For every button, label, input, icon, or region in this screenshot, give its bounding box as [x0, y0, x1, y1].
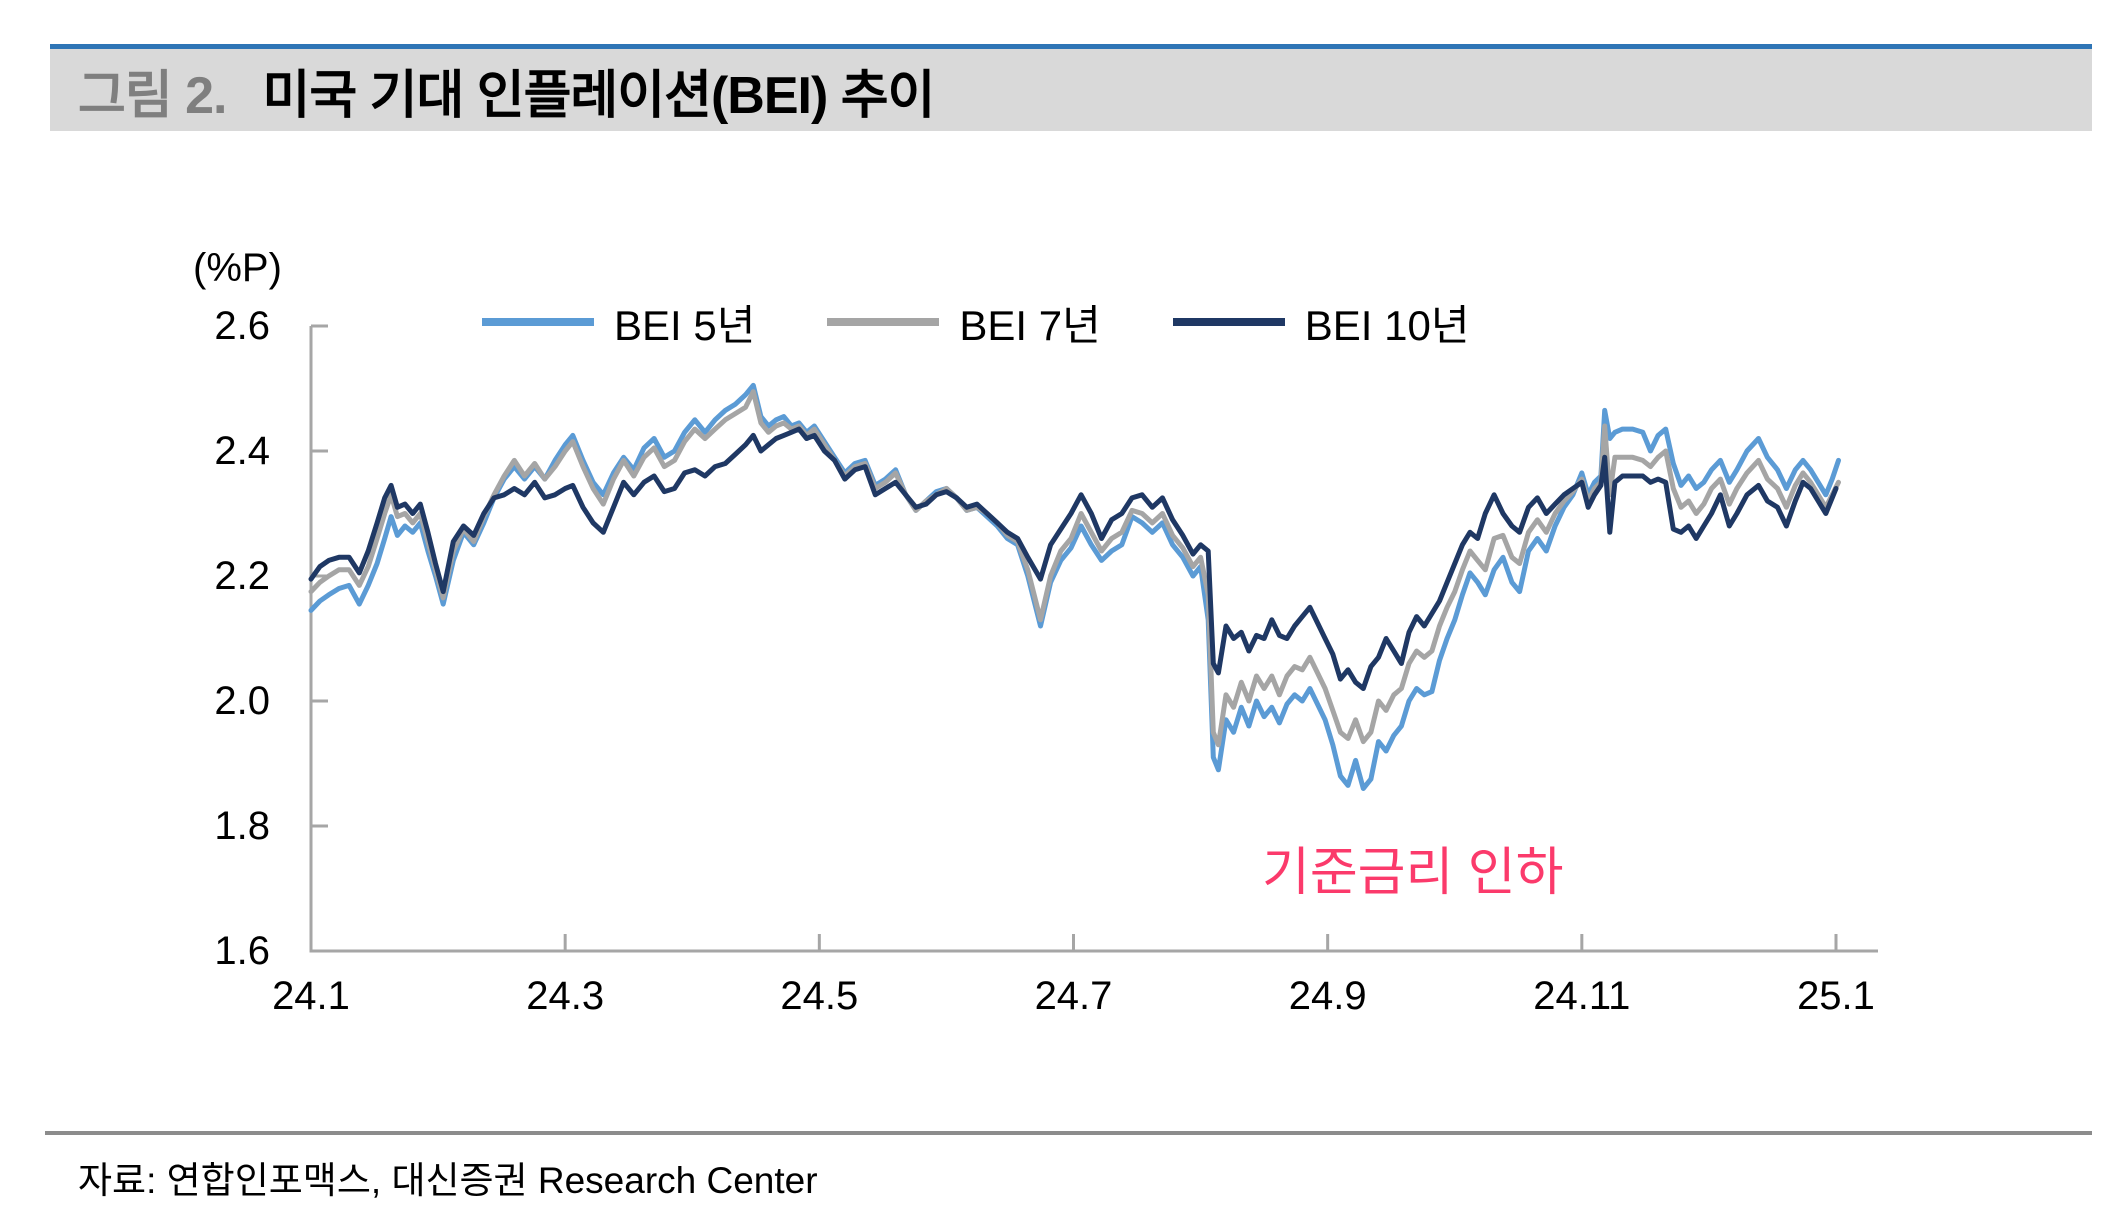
legend-item-3: BEI 10년: [1172, 292, 1470, 353]
x-tick-label: 24.11: [1533, 974, 1631, 1018]
series-line-2: [308, 389, 1841, 748]
chart-legend: BEI 5년 BEI 7년 BEI 10년: [482, 296, 1541, 349]
axis-lines: [309, 326, 1878, 953]
banner-top-rule: [50, 44, 2092, 49]
y-tick-label: 1.8: [214, 804, 270, 848]
legend-line-swatch: [1172, 318, 1285, 326]
series-line-3: [308, 426, 1839, 691]
y-tick-label: 2.2: [214, 554, 270, 598]
figure-title-banner: 그림 2. 미국 기대 인플레이션(BEI) 추이: [50, 49, 2092, 131]
legend-label: BEI 10년: [1304, 301, 1470, 349]
x-tick-label: 24.3: [526, 974, 605, 1018]
x-tick-label: 24.1: [272, 974, 350, 1018]
legend-item-2: BEI 7년: [827, 292, 1101, 353]
legend-label: BEI 7년: [959, 301, 1101, 349]
rate-cut-annotation: 기준금리 인하: [1262, 844, 1564, 902]
x-tick-label: 24.7: [1034, 974, 1113, 1018]
series-line-1: [308, 382, 1841, 791]
x-tick-label: 25.1: [1797, 974, 1875, 1018]
legend-item-1: BEI 5년: [482, 292, 755, 353]
y-tick-label: 2.4: [214, 429, 270, 473]
y-tick-label: 1.6: [214, 929, 270, 973]
source-text: 자료: 연합인포맥스, 대신증권 Research Center: [78, 1160, 818, 1201]
legend-label: BEI 5년: [614, 301, 756, 349]
x-tick-label: 24.5: [780, 974, 859, 1018]
footer-divider: [45, 1131, 2092, 1135]
x-tick-label: 24.9: [1288, 974, 1367, 1018]
figure-title: 미국 기대 인플레이션(BEI) 추이: [262, 66, 936, 125]
legend-line-swatch: [482, 318, 594, 326]
y-tick-label: 2.0: [214, 679, 270, 723]
figure-number-label: 그림 2.: [78, 66, 227, 125]
legend-line-swatch: [827, 318, 940, 326]
y-tick-label: 2.6: [214, 304, 270, 348]
y-axis-unit-label: (%P): [193, 246, 282, 290]
